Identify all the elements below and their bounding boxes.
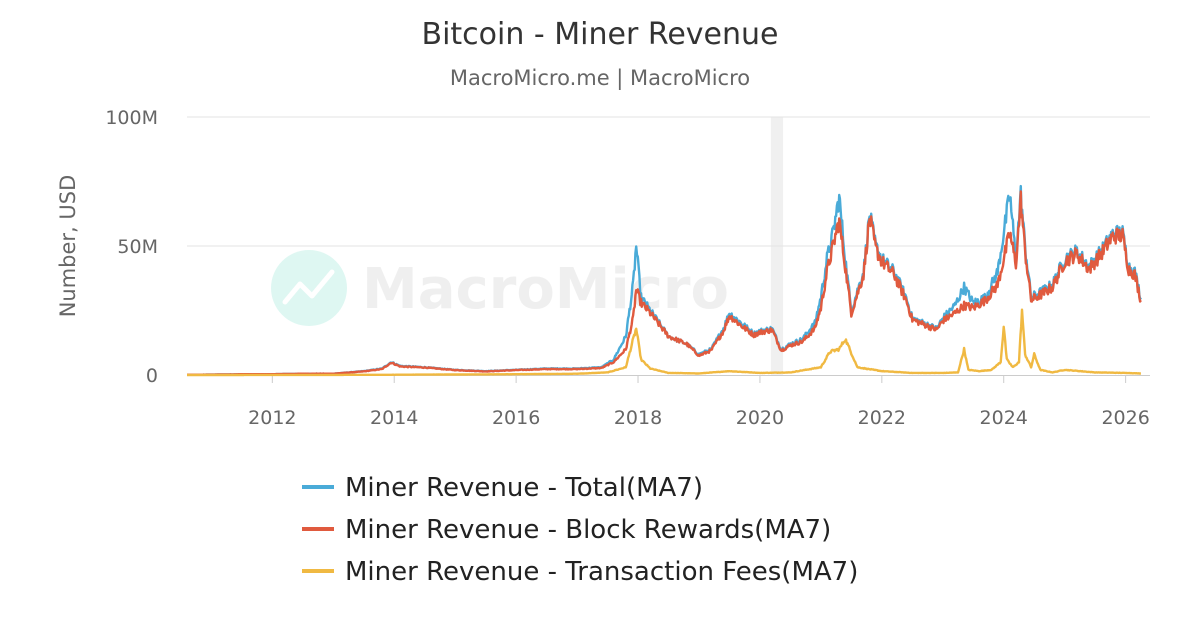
y-tick-label: 100M [105, 107, 158, 129]
x-tick-label: 2020 [736, 407, 784, 429]
legend: Miner Revenue - Total(MA7) Miner Revenue … [302, 473, 858, 587]
x-tick-label: 2022 [858, 407, 906, 429]
x-tick-label: 2024 [980, 407, 1028, 429]
y-axis-ticks: 0 50M 100M [105, 107, 158, 387]
series-line-1 [186, 190, 1142, 376]
x-tick-label: 2018 [614, 407, 662, 429]
x-tick-label: 2014 [370, 407, 418, 429]
y-tick-label: 50M [117, 236, 158, 258]
watermark-text: MacroMicro [362, 257, 729, 322]
macromicro-watermark: MacroMicro [271, 250, 729, 326]
watermark-logo-icon [271, 250, 347, 326]
legend-label: Miner Revenue - Total(MA7) [345, 473, 703, 503]
series-lines [186, 184, 1142, 377]
grid-lines [187, 116, 1150, 247]
y-tick-label: 0 [146, 365, 158, 387]
watermark-chart-icon [282, 269, 335, 305]
chart-subtitle: MacroMicro.me | MacroMicro [450, 66, 750, 91]
x-tick-label: 2026 [1101, 407, 1149, 429]
x-tick-label: 2012 [248, 407, 296, 429]
chart-title: Bitcoin - Miner Revenue [422, 17, 779, 52]
series-line-2 [186, 308, 1142, 377]
x-tick-label: 2016 [492, 407, 540, 429]
x-axis-ticks: 2012 2014 2016 2018 2020 2022 2024 2026 [248, 375, 1150, 429]
legend-label: Miner Revenue - Block Rewards(MA7) [345, 515, 831, 545]
legend-label: Miner Revenue - Transaction Fees(MA7) [345, 557, 858, 587]
y-axis-label: Number, USD [56, 175, 80, 318]
